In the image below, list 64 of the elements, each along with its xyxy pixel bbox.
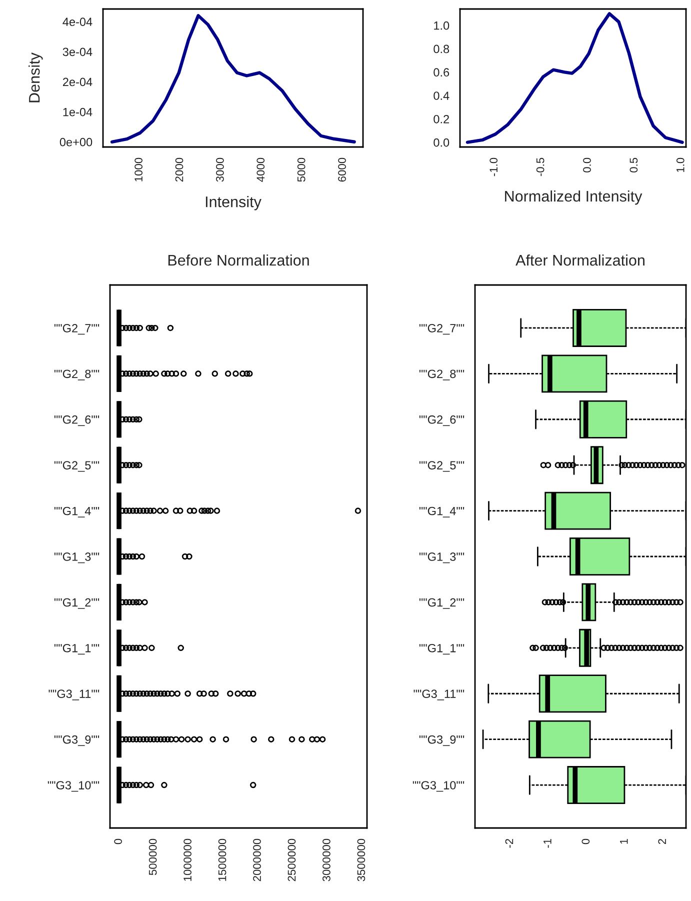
x-tick-label: 1000000 [184,838,192,881]
y-tick-label: ""G1_2"" [54,598,100,609]
chart-title: Before Normalization [168,254,309,266]
x-tick-label: 5000 [297,158,306,182]
line-series [110,14,356,144]
x-tick-label: -1.0 [490,158,498,176]
y-tick-label: 0.2 [434,114,449,124]
x-tick-label: 0.0 [583,158,591,172]
x-tick-label: -1 [544,838,552,848]
y-tick-label: 2e-04 [62,78,92,86]
y-tick-label: ""G2_7"" [54,324,100,335]
x-tick-label: -2 [505,838,514,848]
x-tick-label: 6000 [338,158,346,182]
x-tick-label: 2 [658,838,666,844]
x-axis-title: Normalized Intensity [505,190,642,205]
y-tick-label: ""G2_8"" [419,370,464,380]
y-tick-label: ""G3_10"" [48,781,100,792]
y-tick-label: ""G3_9"" [54,735,100,746]
x-tick-label: 0.5 [630,158,638,172]
y-tick-label: ""G2_6"" [54,415,100,426]
y-tick-label: ""G1_2"" [419,598,464,609]
y-tick-label: ""G2_5"" [419,461,464,472]
y-tick-label: ""G1_4"" [54,506,100,518]
line-series [466,12,684,144]
y-tick-label: ""G3_9"" [419,735,464,746]
x-tick-label: 0 [114,838,122,844]
y-tick-label: ""G3_11"" [48,690,100,700]
x-tick-label: 500000 [148,838,157,876]
x-tick-label: 0 [582,838,590,844]
y-tick-label: ""G3_10"" [412,781,464,792]
x-tick-label: 3000000 [322,838,330,882]
y-tick-label: ""G3_11"" [414,690,464,700]
chart-title: After Normalization [516,254,644,266]
x-tick-label: 2000 [175,158,184,182]
y-tick-label: 0.8 [434,44,450,54]
y-tick-label: 0e+00 [60,138,92,146]
y-tick-label: ""G2_5"" [54,461,100,472]
x-tick-label: 1 [620,838,628,844]
y-tick-label: 0.6 [434,68,450,77]
x-tick-label: 2500000 [288,838,296,882]
y-tick-label: ""G1_1"" [54,644,100,655]
y-tick-label: 1.0 [434,21,450,30]
y-tick-label: ""G1_4"" [419,506,464,518]
y-tick-label: ""G2_8"" [54,370,100,380]
y-tick-label: ""G1_3"" [419,552,464,564]
x-tick-label: 3000 [216,158,224,182]
y-tick-label: ""G1_3"" [54,552,100,564]
x-tick-label: 1000 [134,158,142,182]
y-tick-label: 4e-04 [62,18,92,26]
y-axis-title: Density [28,52,43,102]
x-tick-label: 3500000 [357,838,366,882]
x-tick-label: 1500000 [218,838,226,881]
y-tick-label: ""G1_1"" [419,644,464,655]
y-tick-label: 0.4 [434,92,450,100]
y-tick-label: 0.0 [434,138,450,147]
y-tick-label: 3e-04 [62,48,92,56]
x-tick-label: 1.0 [676,158,684,172]
x-axis-title: Intensity [206,196,262,210]
x-tick-label: 2000000 [253,838,261,882]
x-tick-label: -0.5 [536,158,544,176]
y-tick-label: ""G2_6"" [419,415,464,426]
x-tick-label: 4000 [256,158,265,182]
y-tick-label: 1e-04 [63,108,92,116]
y-tick-label: ""G2_7"" [419,324,464,335]
